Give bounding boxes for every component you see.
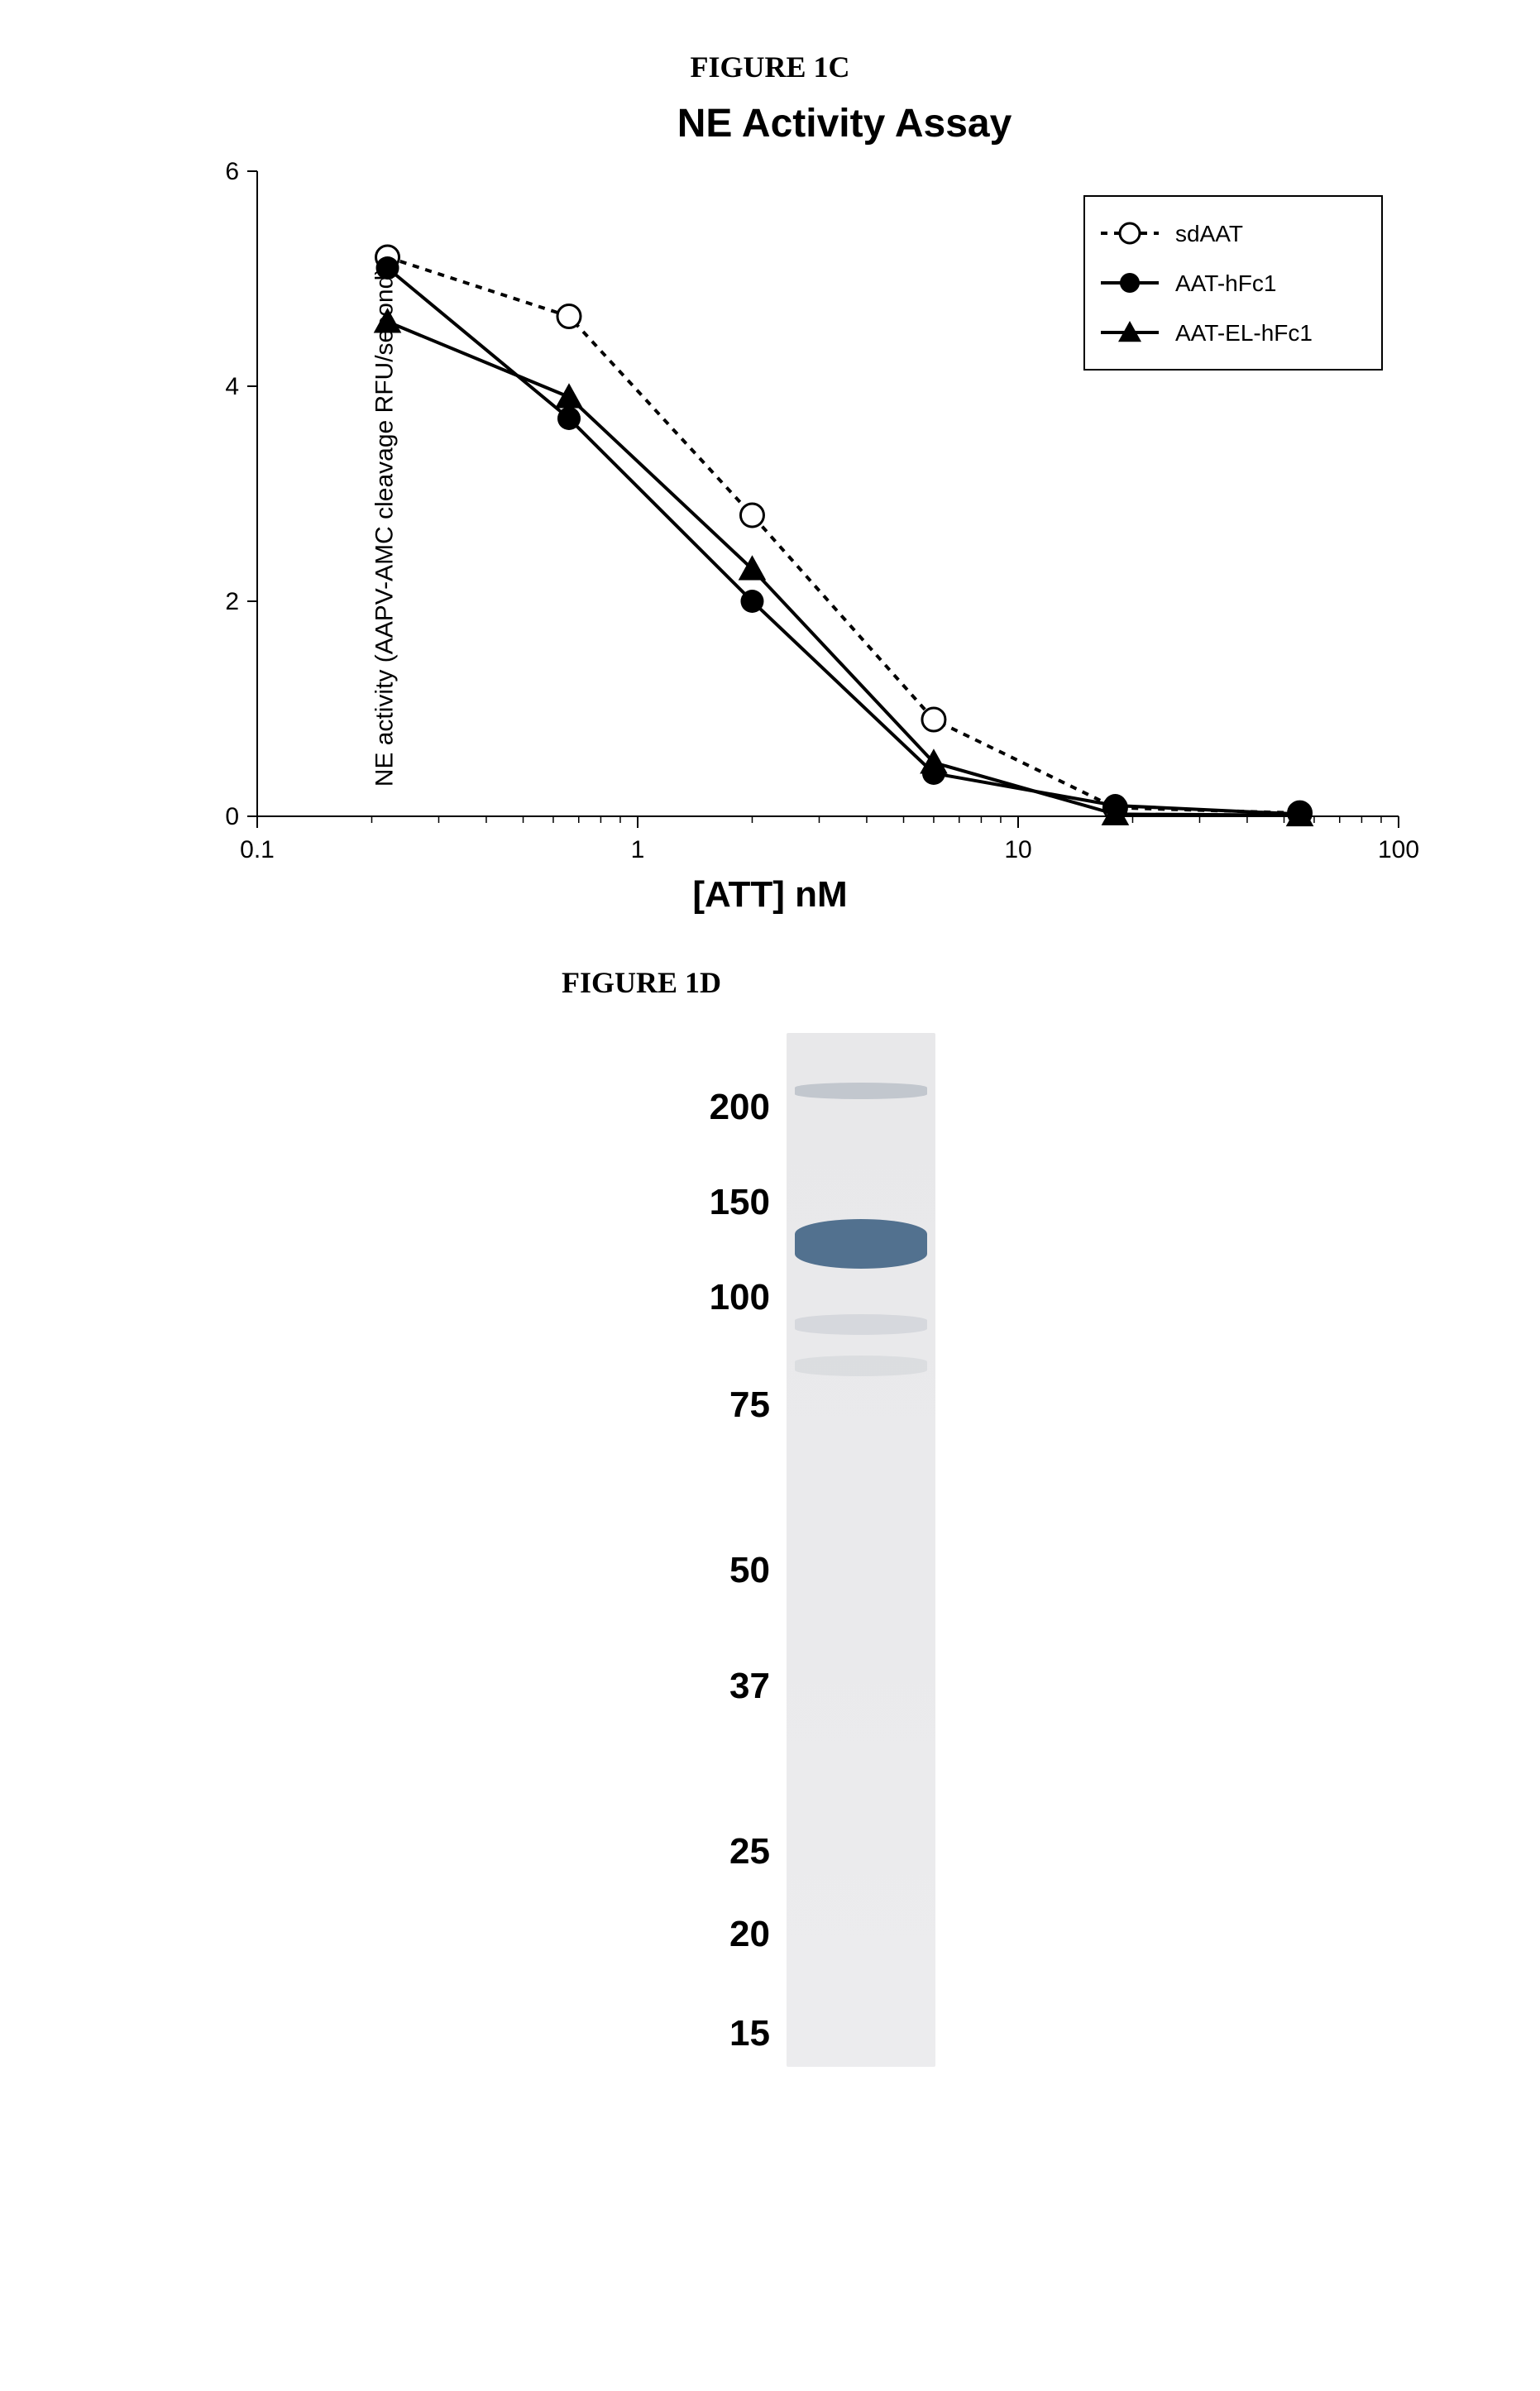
- y-axis-label: NE activity (AAPV-AMC cleavage RFU/secon…: [371, 267, 399, 787]
- line-chart: 0 2 4 6 0.1 1 10 100 sdAAT AAT-hFc1 AAT-EL-hFc1: [108, 155, 1432, 899]
- gel-band: [795, 1219, 927, 1269]
- figure-c-label: FIGURE 1C: [83, 50, 1457, 84]
- marker-label: 200: [671, 1087, 770, 1128]
- marker-label: 25: [671, 1831, 770, 1872]
- svg-text:4: 4: [225, 373, 239, 400]
- svg-text:AAT-EL-hFc1: AAT-EL-hFc1: [1175, 320, 1313, 346]
- svg-text:sdAAT: sdAAT: [1175, 221, 1243, 246]
- chart-title: NE Activity Assay: [232, 101, 1457, 146]
- svg-text:AAT-hFc1: AAT-hFc1: [1175, 270, 1276, 296]
- marker-label: 50: [671, 1550, 770, 1591]
- svg-text:6: 6: [225, 158, 239, 185]
- figure-d-label: FIGURE 1D: [562, 965, 1018, 1000]
- marker-label: 15: [671, 2013, 770, 2054]
- svg-text:100: 100: [1378, 836, 1419, 863]
- marker-label: 150: [671, 1182, 770, 1223]
- x-axis-label: [ATT] nM: [692, 874, 847, 916]
- marker-label: 20: [671, 1914, 770, 1955]
- marker-label: 75: [671, 1384, 770, 1426]
- svg-text:0.1: 0.1: [240, 836, 275, 863]
- svg-text:0: 0: [225, 803, 239, 830]
- gel-band: [795, 1314, 927, 1335]
- gel-container: FIGURE 1D 200 150 100 75 50 37 25 20 15: [522, 965, 1018, 2092]
- gel-lane: [787, 1033, 935, 2067]
- svg-text:10: 10: [1004, 836, 1031, 863]
- marker-label: 100: [671, 1277, 770, 1318]
- chart-container: NE activity (AAPV-AMC cleavage RFU/secon…: [108, 155, 1432, 899]
- marker-label: 37: [671, 1666, 770, 1707]
- gel-band: [795, 1356, 927, 1376]
- gel-band: [795, 1083, 927, 1099]
- svg-text:2: 2: [225, 588, 239, 615]
- svg-text:1: 1: [631, 836, 645, 863]
